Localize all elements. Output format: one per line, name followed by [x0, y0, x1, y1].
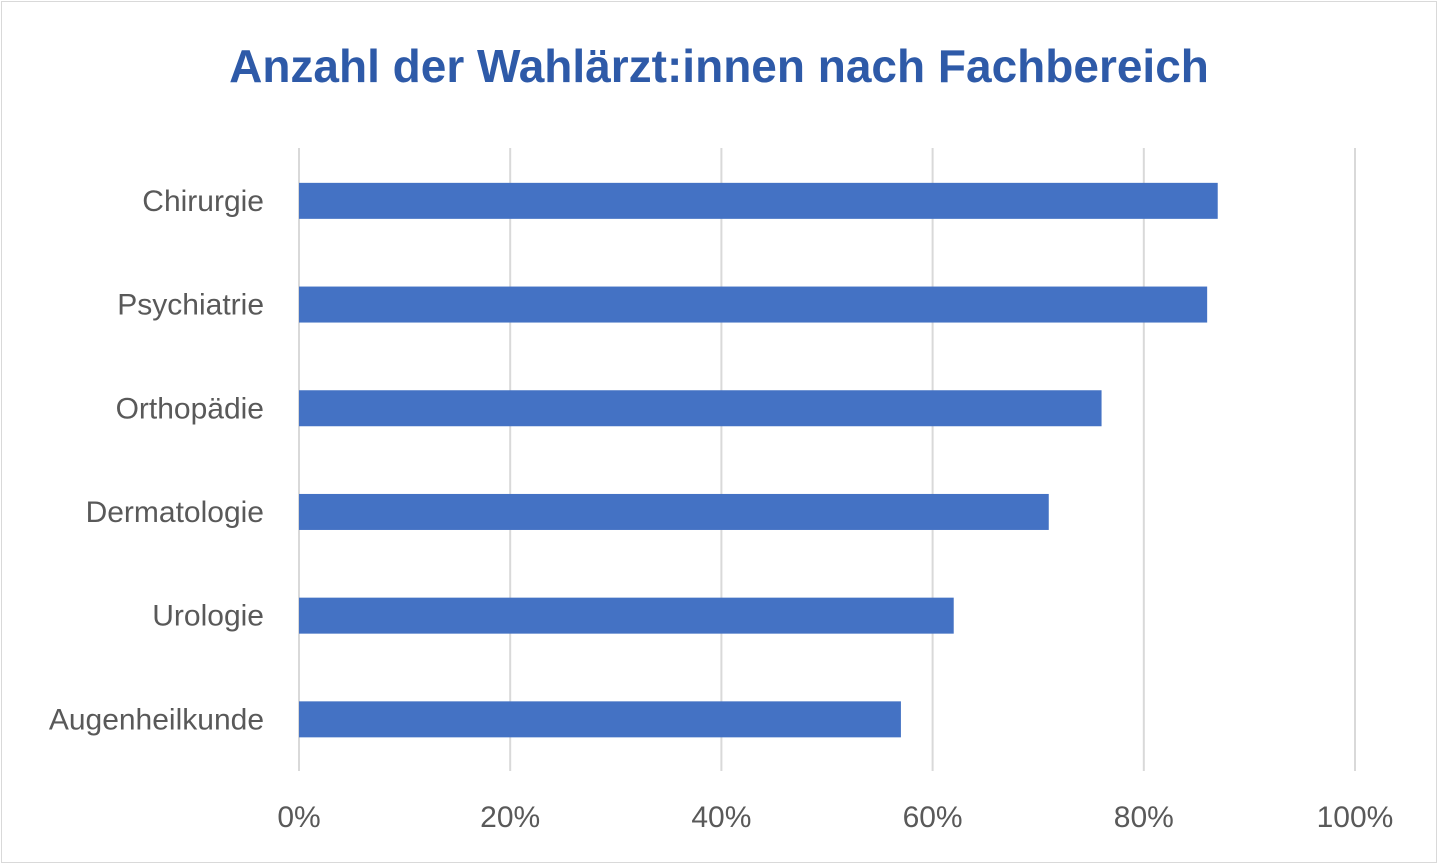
x-tick-labels: 0% 20% 40% 60% 80% 100% — [277, 801, 1393, 834]
bar — [299, 182, 1218, 219]
grid-lines — [298, 148, 1356, 771]
bar — [299, 597, 954, 634]
x-tick-label: 40% — [691, 801, 751, 834]
bar — [299, 701, 901, 738]
category-label: Augenheilkunde — [49, 703, 264, 736]
category-label: Dermatologie — [86, 496, 264, 529]
category-label: Psychiatrie — [117, 289, 264, 322]
category-label: Orthopädie — [116, 392, 264, 425]
category-labels: Chirurgie Psychiatrie Orthopädie Dermatolog… — [49, 185, 264, 736]
x-tick-label: 20% — [480, 801, 540, 834]
x-tick-label: 60% — [903, 801, 963, 834]
chart-title: Anzahl der Wahlärzt:innen nach Fachberei… — [229, 40, 1209, 92]
bar — [299, 286, 1208, 323]
bar — [299, 493, 1049, 530]
bars — [299, 182, 1218, 738]
x-tick-label: 0% — [277, 801, 320, 834]
category-label: Chirurgie — [142, 185, 264, 218]
category-label: Urologie — [152, 600, 264, 633]
x-tick-label: 80% — [1114, 801, 1174, 834]
bar — [299, 390, 1102, 427]
x-tick-label: 100% — [1317, 801, 1394, 834]
